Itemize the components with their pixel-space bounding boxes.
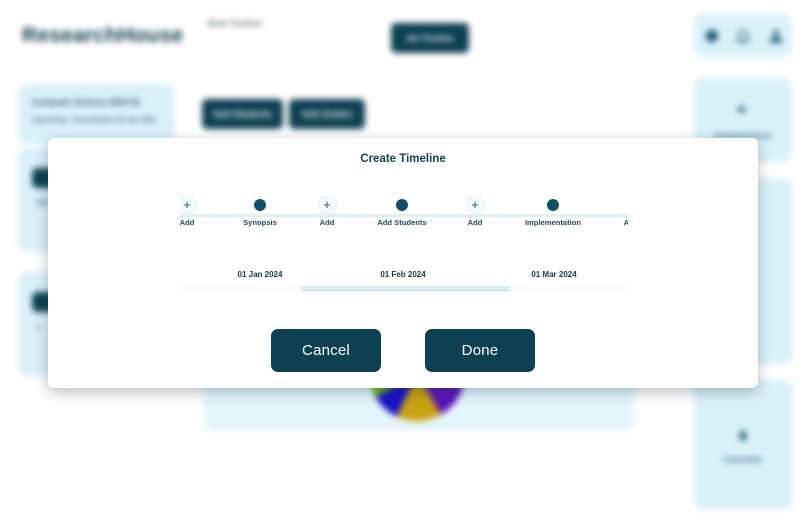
- timeline-scroll-region[interactable]: + Add Synopsis + Add Add Students +: [180, 196, 628, 301]
- timeline-track: [180, 214, 628, 217]
- cancel-button[interactable]: Cancel: [271, 329, 381, 372]
- timeline-date-1: 01 Feb 2024: [380, 270, 426, 279]
- timeline-date-0: 01 Jan 2024: [237, 270, 283, 279]
- dot-icon[interactable]: [396, 199, 408, 211]
- timeline-scrollbar-thumb[interactable]: [302, 286, 510, 290]
- plus-icon[interactable]: +: [180, 196, 196, 213]
- bell-icon[interactable]: [734, 27, 752, 45]
- dot-icon[interactable]: [254, 199, 266, 211]
- sidebar-card-2-text: e: [36, 324, 40, 331]
- rail-icon-group: [694, 14, 792, 57]
- timeline-node-label: Implementation: [524, 218, 582, 227]
- dot-icon[interactable]: [547, 199, 559, 211]
- timeline-node-add-students[interactable]: Add Students: [357, 196, 447, 227]
- timeline-node-label: Add: [180, 218, 195, 227]
- sidebar-card-1-text: edit: [36, 200, 49, 207]
- add-guides-button[interactable]: Add Guides: [289, 99, 365, 129]
- plus-icon[interactable]: +: [318, 196, 336, 213]
- timeline-node-label: Add: [319, 218, 335, 227]
- timeline-node-synopsis[interactable]: Synopsis: [215, 196, 305, 227]
- timeline-node-label: Add Students: [377, 218, 427, 227]
- modal-title: Create Timeline: [360, 153, 446, 165]
- plus-icon[interactable]: +: [466, 196, 484, 213]
- rail-card-announcements-label: Announcements: [713, 130, 773, 140]
- add-students-button[interactable]: Add Students: [202, 99, 283, 129]
- plus-icon[interactable]: +: [623, 196, 628, 213]
- timeline-scrollbar-track[interactable]: [180, 286, 628, 290]
- committee-icon: [735, 426, 751, 447]
- create-timeline-modal: Create Timeline + Add Synopsis + Add: [48, 138, 758, 388]
- rail-card-committee-label: Committee: [723, 455, 763, 464]
- timeline-node-add-1[interactable]: + Add: [282, 196, 372, 227]
- course-title: Computer Science 2023-25: [32, 97, 141, 107]
- timeline-node-label: Add: [623, 218, 628, 227]
- timeline-node-add-2[interactable]: + Add: [430, 196, 520, 227]
- timeline-node-label: Synopsis: [243, 218, 277, 227]
- brand-logo: ResearchHouse: [22, 24, 184, 47]
- course-card[interactable]: Computer Science 2023-25 Upcoming : Pres…: [18, 84, 175, 144]
- set-timeline-button[interactable]: Set Timeline: [391, 23, 469, 53]
- course-subtitle: Upcoming : Presentation 20 Jan 2024: [32, 117, 157, 124]
- timeline-node-add-3[interactable]: + Add: [586, 196, 628, 227]
- megaphone-icon: [735, 101, 752, 123]
- timeline-node-label: Add: [467, 218, 483, 227]
- rail-card-committee[interactable]: Committee: [694, 380, 792, 510]
- timeline-node-implementation[interactable]: Implementation: [508, 196, 598, 227]
- back-timeline-link[interactable]: Back Timeline: [208, 19, 262, 28]
- modal-action-row: Cancel Done: [48, 329, 758, 372]
- done-button[interactable]: Done: [425, 329, 535, 372]
- timeline-node-add-0[interactable]: + Add: [180, 196, 232, 227]
- timeline-date-2: 01 Mar 2024: [531, 270, 577, 279]
- gear-icon[interactable]: [701, 27, 719, 45]
- user-icon[interactable]: [767, 27, 785, 45]
